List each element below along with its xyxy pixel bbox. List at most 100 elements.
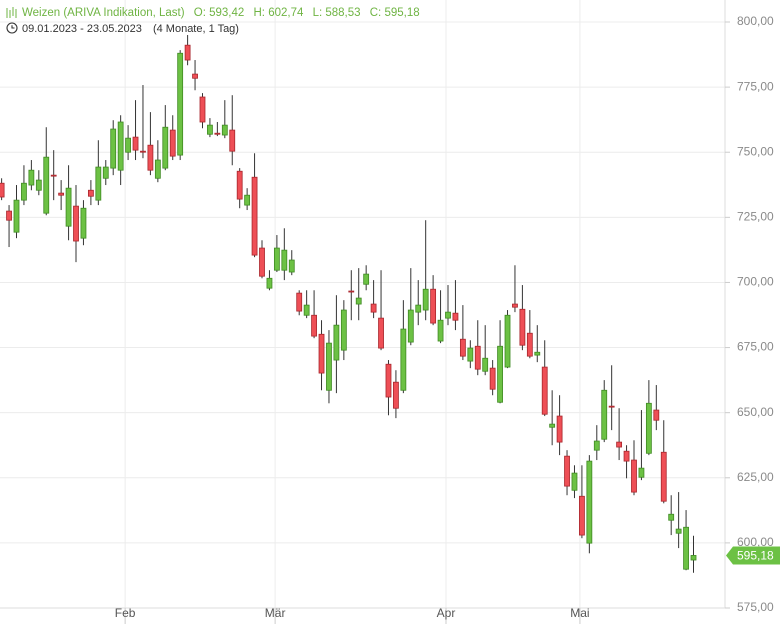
candle-body [489,367,496,390]
candle-body [221,124,228,136]
candle-body [21,182,27,201]
candle-body [526,332,533,357]
candle-body [6,210,12,221]
candle-body [534,351,541,356]
candle-body [422,288,429,311]
y-tick-label: 650,00 [737,405,774,419]
candle-body [28,169,35,186]
candle-body [154,159,161,179]
candle-body [452,312,459,321]
chart-icon [6,7,17,18]
candle-body [125,137,131,153]
candle-body [512,303,518,308]
candle-body [35,179,42,191]
duration: (4 Monate, 1 Tag) [153,23,239,35]
candle-body [207,124,213,135]
last-price-label: 595,18 [737,549,774,563]
candle-body [400,328,407,391]
candle-body [363,273,370,285]
candle-body [214,132,221,135]
candle-body [311,314,317,337]
candle-body [236,170,243,200]
grid [0,0,725,609]
y-tick-label: 725,00 [737,210,774,224]
y-tick-label: 775,00 [737,79,774,93]
header-line: Weizen (ARIVA Indikation, Last) O: 593,4… [22,7,420,19]
candle-body [73,205,79,242]
candle-body [497,345,503,403]
candle-body [571,472,578,491]
date-line: 09.01.2023 - 23.05.2023 (4 Monate, 1 Tag… [22,23,239,35]
candle-body [110,128,117,169]
candle-body [259,247,265,277]
candle-body [467,347,474,362]
candles [0,35,697,573]
candle-body [117,121,124,171]
candle-body [43,156,50,214]
candle-body [445,311,451,319]
candle-body [0,182,5,198]
candle-body [541,366,548,415]
candle-body [579,495,585,536]
candle-body [385,363,392,398]
candle-body [690,555,697,561]
candle-body [519,308,526,346]
candle-body [645,402,652,454]
candle-body [415,304,422,313]
candle-body [58,192,65,196]
candle-body [556,415,563,443]
ohlc-high: H: 602,74 [254,7,304,19]
candle-body [65,187,72,227]
candle-body [474,345,481,370]
candle-body [593,440,600,451]
candle-body [229,129,236,152]
candle-body [370,303,377,313]
candle-body [288,259,295,273]
candle-body [430,288,437,324]
candle-body [80,207,87,239]
candle-body [296,292,303,312]
candle-body [616,441,623,448]
candle-body [147,144,154,171]
candle-body [638,467,645,478]
candle-body [87,189,94,197]
candle-body [266,277,273,289]
x-tick-label: Feb [115,606,136,620]
candle-body [407,309,414,343]
candle-body [244,194,251,206]
y-tick-label: 800,00 [737,14,774,28]
candle-body [653,409,660,421]
candle-body [95,166,102,201]
candle-body [348,290,355,293]
header: Weizen (ARIVA Indikation, Last) O: 593,4… [6,7,420,35]
candle-body [482,357,489,372]
candle-body [281,249,288,271]
candle-body [140,150,146,153]
candle-body [184,44,191,61]
candle-body [623,450,630,462]
candle-body [50,174,57,177]
candle-body [340,309,347,351]
ohlc-open: O: 593,42 [194,7,245,19]
candle-body [601,389,608,440]
candle-body [660,451,667,502]
candle-body [459,338,466,357]
candle-body [333,324,340,361]
candle-body [162,126,169,169]
candle-body [251,176,258,256]
candle-body [549,423,556,428]
candle-body [504,314,511,368]
candle-body [675,528,682,534]
candle-body [318,333,325,374]
candle-body [169,129,176,157]
candle-body [437,319,444,342]
candle-body [273,247,280,271]
y-tick-label: 675,00 [737,340,774,354]
candle-body [326,342,332,391]
y-tick-label: 750,00 [737,144,774,158]
candle-body [132,136,139,151]
ohlc-low: L: 588,53 [313,7,361,19]
x-tick-label: Apr [437,606,456,620]
candle-body [355,297,362,305]
candle-body [192,73,198,79]
